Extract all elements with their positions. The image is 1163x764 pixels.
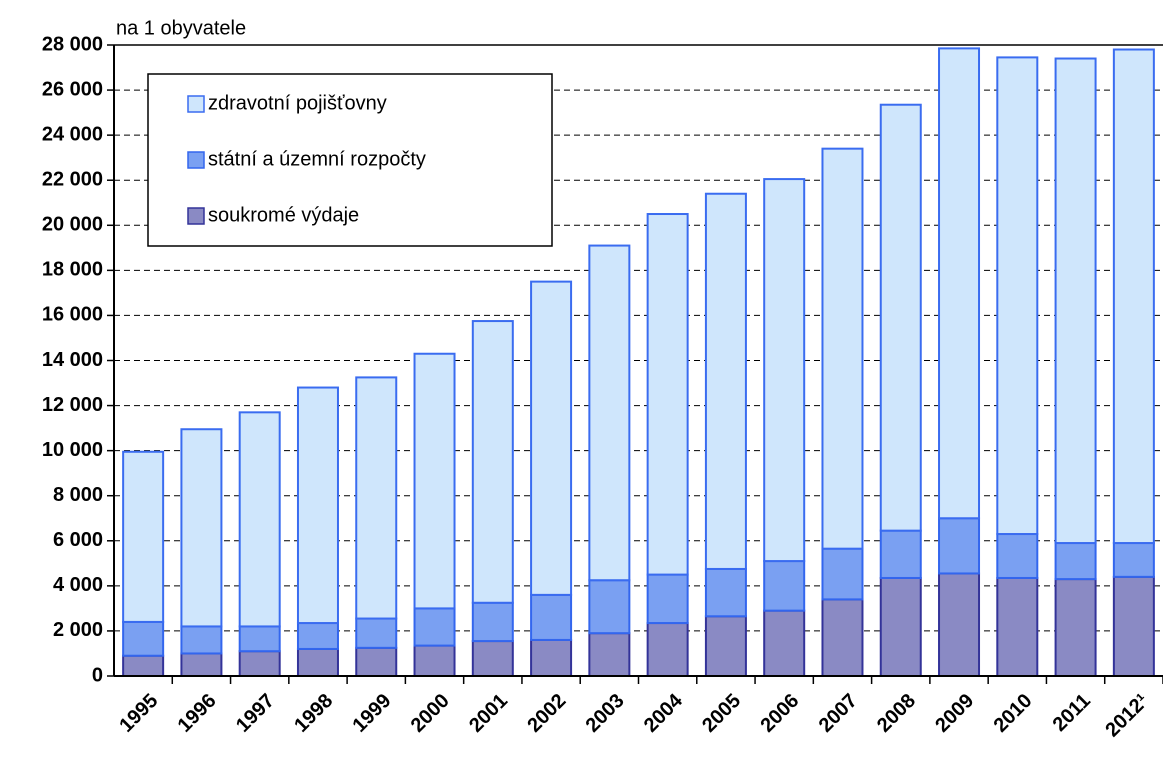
bar-segment: [238, 625, 281, 653]
x-tick-label: 2002: [523, 690, 570, 737]
bar-segment: [296, 622, 339, 650]
y-axis-label: na 1 obyvatele: [116, 17, 246, 39]
bar-segment: [646, 213, 689, 576]
y-tick-label: 12 000: [42, 394, 103, 416]
x-tick-label: 2000: [407, 690, 454, 737]
legend-swatch: [187, 151, 205, 169]
bar-segment: [1054, 578, 1097, 678]
x-tick-label: 2001: [465, 690, 512, 737]
bar-segment: [413, 352, 456, 610]
bar-segment: [646, 573, 689, 625]
bar-segment: [122, 450, 165, 623]
legend-swatch: [187, 207, 205, 225]
y-tick-label: 16 000: [42, 304, 103, 326]
bar-segment: [588, 244, 631, 582]
bar-segment: [180, 652, 223, 678]
y-tick-label: 28 000: [42, 33, 103, 55]
bar-segment: [996, 576, 1039, 678]
x-tick-label: 2011: [1049, 690, 1095, 736]
x-tick-label: 2008: [873, 690, 920, 737]
bar-segment: [704, 192, 747, 570]
x-tick-label: 2003: [582, 690, 629, 737]
bar-segment: [413, 644, 456, 677]
bar-segment: [879, 576, 922, 678]
bar-segment: [296, 647, 339, 678]
bar-segment: [471, 320, 514, 604]
bar-segment: [122, 654, 165, 677]
bar-segment: [821, 147, 864, 550]
bar-segment: [646, 622, 689, 678]
bar-segment: [180, 625, 223, 655]
bar-segment: [355, 376, 398, 620]
bar-segment: [704, 615, 747, 677]
y-tick-label: 18 000: [42, 259, 103, 281]
bar-segment: [704, 567, 747, 618]
bar-segment: [530, 280, 573, 596]
bar-segment: [821, 598, 864, 678]
y-tick-label: 20 000: [42, 214, 103, 236]
bar-segment: [763, 178, 806, 563]
x-tick-label: 2012¹: [1101, 689, 1153, 741]
bar-segment: [879, 529, 922, 579]
y-tick-label: 4 000: [53, 574, 103, 596]
legend-swatch: [187, 95, 205, 113]
x-tick-label: 2007: [815, 690, 862, 737]
legend-label: státní a územní rozpočty: [208, 148, 426, 170]
bar-segment: [296, 386, 339, 625]
bar-segment: [238, 411, 281, 628]
x-tick-label: 1996: [174, 690, 221, 737]
bar-segment: [1112, 48, 1155, 545]
bar-segment: [588, 632, 631, 677]
legend-label: zdravotní pojišťovny: [208, 92, 387, 114]
x-tick-label: 2010: [990, 690, 1037, 737]
bar-segment: [588, 579, 631, 635]
bar-segment: [122, 620, 165, 657]
x-tick-label: 1999: [348, 690, 395, 737]
bar-segment: [471, 601, 514, 643]
bar-segment: [530, 593, 573, 641]
bar-segment: [763, 560, 806, 612]
x-tick-label: 1995: [115, 690, 162, 737]
x-tick-label: 2005: [698, 690, 745, 737]
x-tick-label: 2006: [756, 690, 803, 737]
x-tick-label: 1997: [232, 690, 279, 737]
bar-segment: [879, 103, 922, 532]
bar-segment: [996, 56, 1039, 536]
bar-segment: [1054, 57, 1097, 545]
bar-segment: [471, 640, 514, 677]
bar-segment: [1112, 542, 1155, 578]
bar-segment: [180, 428, 223, 628]
y-tick-label: 10 000: [42, 439, 103, 461]
bar-segment: [1054, 542, 1097, 581]
bar-segment: [938, 47, 981, 520]
bar-segment: [996, 533, 1039, 579]
bar-segment: [355, 646, 398, 678]
x-tick-label: 1998: [290, 690, 337, 737]
y-tick-label: 22 000: [42, 168, 103, 190]
bar-segment: [938, 572, 981, 678]
y-tick-label: 6 000: [53, 529, 103, 551]
bar-segment: [413, 607, 456, 647]
y-tick-label: 0: [92, 664, 103, 686]
y-tick-label: 26 000: [42, 78, 103, 100]
bar-segment: [355, 617, 398, 649]
y-tick-label: 24 000: [42, 123, 103, 145]
bar-segment: [821, 547, 864, 601]
y-tick-label: 8 000: [53, 484, 103, 506]
y-tick-label: 14 000: [42, 349, 103, 371]
y-tick-label: 2 000: [53, 619, 103, 641]
bar-segment: [938, 517, 981, 575]
bar-segment: [763, 609, 806, 677]
bar-segment: [238, 650, 281, 677]
legend-label: soukromé výdaje: [208, 204, 359, 226]
bar-segment: [1112, 575, 1155, 677]
legend-box: [147, 73, 553, 247]
x-tick-label: 2004: [640, 689, 688, 737]
bar-segment: [530, 638, 573, 678]
x-tick-label: 2009: [931, 690, 978, 737]
